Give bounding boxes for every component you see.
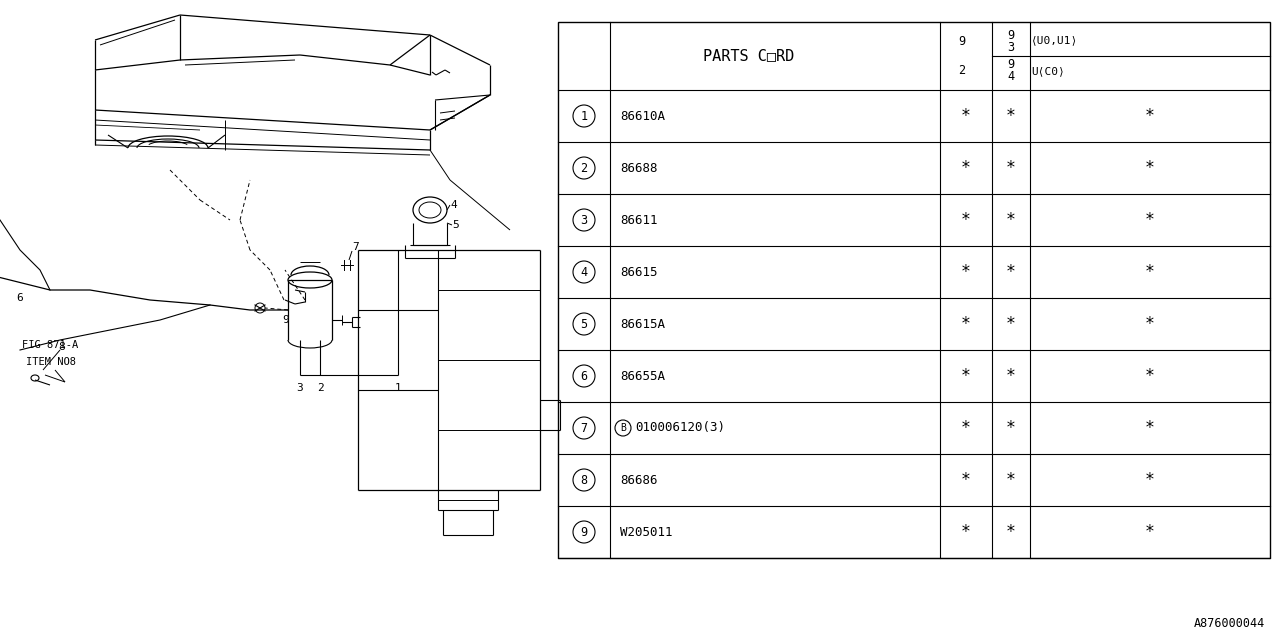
Text: *: * (1006, 523, 1016, 541)
Text: *: * (1146, 159, 1155, 177)
Text: PARTS C□RD: PARTS C□RD (704, 49, 795, 63)
Text: W205011: W205011 (620, 525, 672, 538)
Text: 2: 2 (580, 161, 588, 175)
Text: *: * (1146, 367, 1155, 385)
Text: *: * (961, 315, 972, 333)
Text: *: * (1006, 159, 1016, 177)
Text: *: * (961, 159, 972, 177)
Text: 86688: 86688 (620, 161, 658, 175)
Text: 2: 2 (959, 65, 965, 77)
Text: *: * (961, 107, 972, 125)
Text: U⟨C0⟩: U⟨C0⟩ (1030, 67, 1065, 77)
Text: *: * (1146, 211, 1155, 229)
Text: *: * (1146, 523, 1155, 541)
Text: 86686: 86686 (620, 474, 658, 486)
Text: 6: 6 (580, 369, 588, 383)
Text: 7: 7 (352, 242, 358, 252)
Text: 2: 2 (316, 383, 324, 393)
Text: *: * (961, 523, 972, 541)
Text: *: * (1146, 107, 1155, 125)
Text: *: * (1146, 315, 1155, 333)
Text: ⟨U0,U1⟩: ⟨U0,U1⟩ (1030, 35, 1078, 45)
Text: 8: 8 (59, 342, 65, 352)
Text: ITEM NO8: ITEM NO8 (26, 357, 76, 367)
Text: 3: 3 (580, 214, 588, 227)
Text: 6: 6 (17, 293, 23, 303)
Text: 86615A: 86615A (620, 317, 666, 330)
Text: 9: 9 (283, 315, 289, 325)
Text: 4: 4 (1007, 70, 1015, 83)
Text: B: B (620, 423, 626, 433)
Text: *: * (961, 263, 972, 281)
Text: *: * (961, 211, 972, 229)
Text: 5: 5 (580, 317, 588, 330)
Bar (558, 22, 1270, 558)
Text: 1: 1 (394, 383, 402, 393)
Text: *: * (1006, 315, 1016, 333)
Text: 3: 3 (1007, 42, 1015, 54)
Text: *: * (961, 419, 972, 437)
Text: 9: 9 (959, 35, 965, 47)
Text: 86611: 86611 (620, 214, 658, 227)
Text: 86615: 86615 (620, 266, 658, 278)
Text: *: * (961, 471, 972, 489)
Text: *: * (1006, 263, 1016, 281)
Text: 5: 5 (452, 220, 458, 230)
Text: 86610A: 86610A (620, 109, 666, 122)
Text: 1: 1 (580, 109, 588, 122)
Text: 4: 4 (580, 266, 588, 278)
Text: *: * (1146, 263, 1155, 281)
Text: 9: 9 (580, 525, 588, 538)
Text: FIG 871-A: FIG 871-A (22, 340, 78, 350)
Text: 86655A: 86655A (620, 369, 666, 383)
Text: *: * (961, 367, 972, 385)
Text: *: * (1006, 419, 1016, 437)
Text: 3: 3 (297, 383, 303, 393)
Text: *: * (1006, 471, 1016, 489)
Text: A876000044: A876000044 (1194, 617, 1265, 630)
Text: 7: 7 (580, 422, 588, 435)
Text: *: * (1146, 419, 1155, 437)
Text: 4: 4 (451, 200, 457, 210)
Text: *: * (1006, 367, 1016, 385)
Text: *: * (1006, 107, 1016, 125)
Text: 010006120(3): 010006120(3) (635, 422, 724, 435)
Text: 9: 9 (1007, 29, 1015, 42)
Text: 9: 9 (1007, 58, 1015, 70)
Text: 8: 8 (580, 474, 588, 486)
Text: *: * (1146, 471, 1155, 489)
Text: *: * (1006, 211, 1016, 229)
